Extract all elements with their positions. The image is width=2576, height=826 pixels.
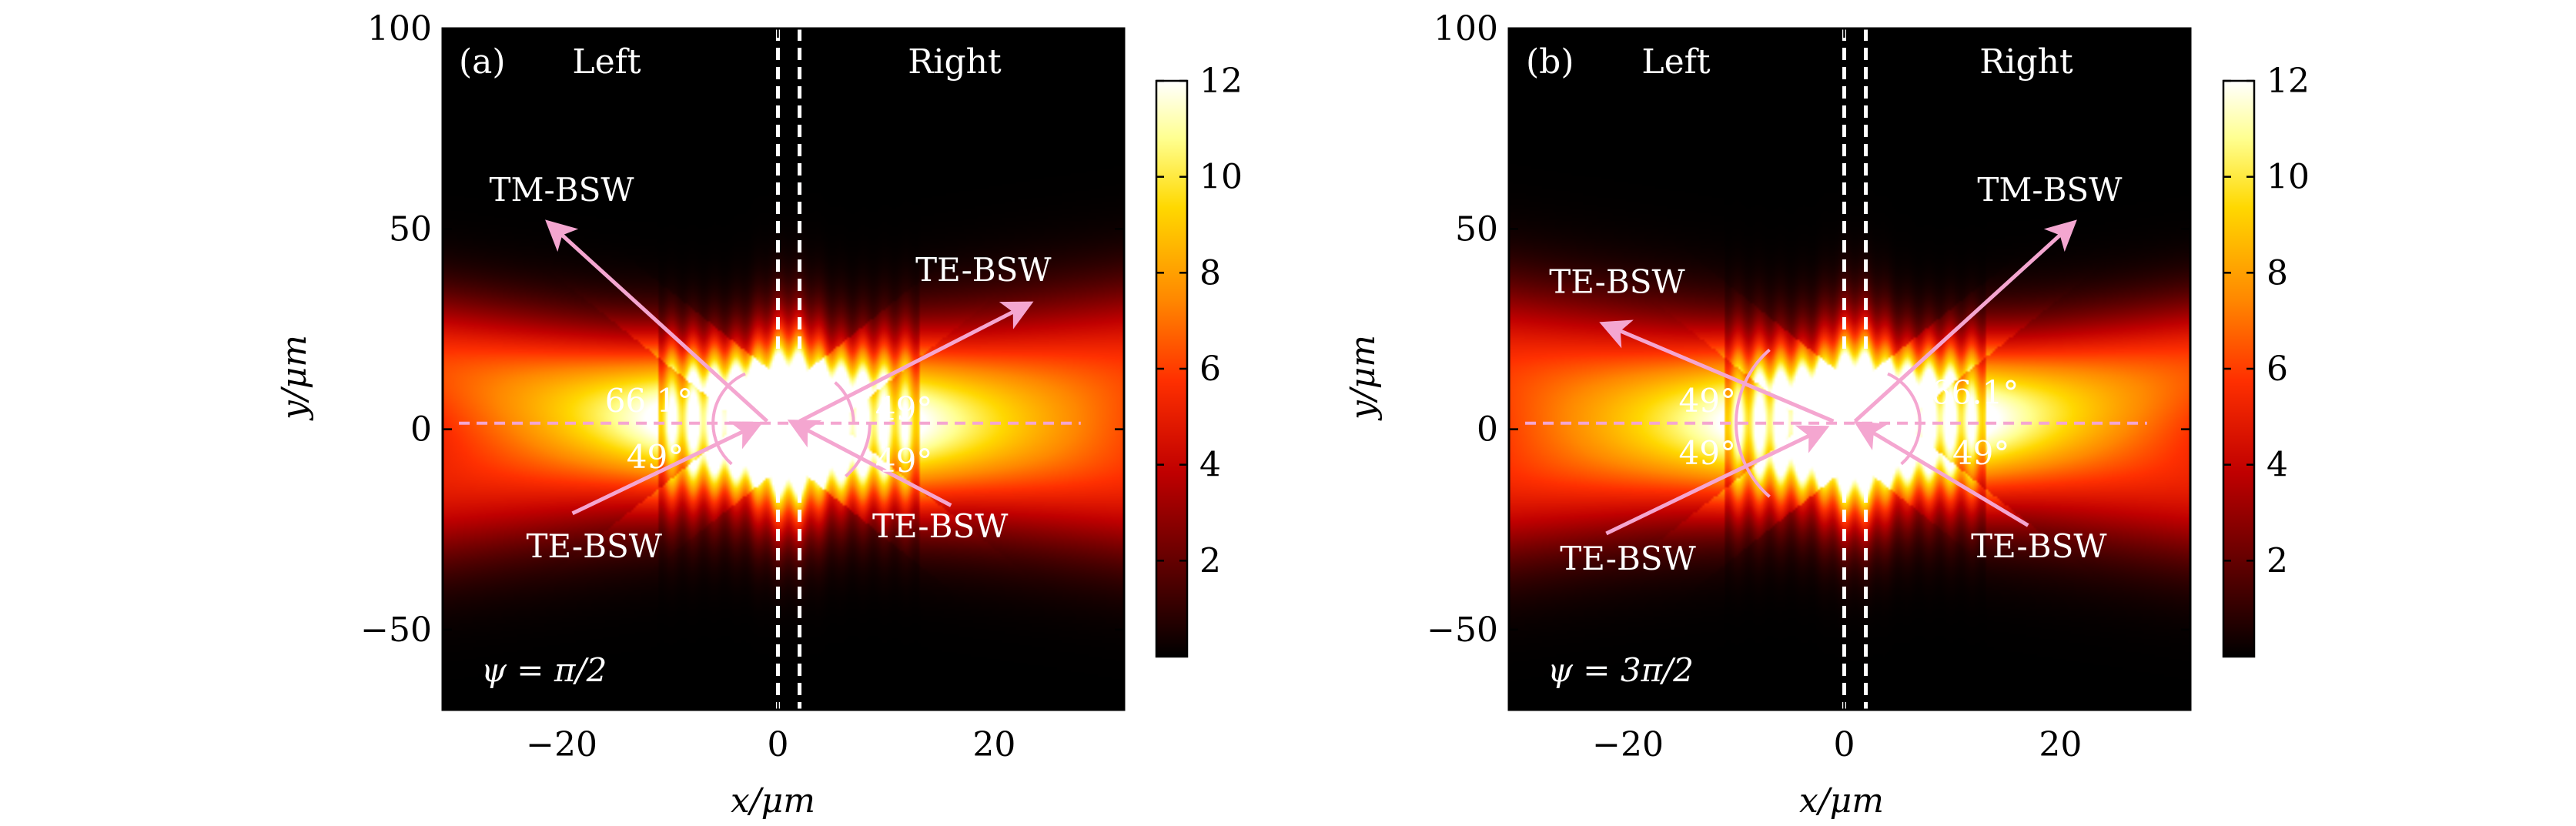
arrow-label-b-3: TE-BSW: [1971, 527, 2107, 565]
region-left-a: Left: [572, 42, 641, 82]
heatmap-b: [1509, 28, 2190, 710]
y-axis-label-a: y/μm: [275, 335, 314, 421]
x-tick-label-a-0: −20: [526, 725, 597, 764]
arrow-label-b-1: TE-BSW: [1549, 263, 1685, 301]
colorbar-tick-label-a-4: 10: [1199, 158, 1243, 197]
panel-a: TM-BSW TE-BSW TE-BSW TE-BSW 66.1° 49° 49° 49° −…: [275, 9, 1243, 821]
angle-arc-b-3: [1900, 423, 1922, 466]
x-tick-label-a-1: 0: [767, 725, 788, 764]
plot-frame-b: [1507, 27, 2192, 711]
x-tick-label-b-0: −20: [1592, 725, 1664, 764]
x-tick-label-b-2: 20: [2039, 725, 2082, 764]
panel-label-b: (b): [1526, 42, 1574, 82]
arrow-b-2: [1605, 425, 1830, 536]
heatmap-a: [443, 28, 1124, 710]
x-axis-label-b: x/μm: [1799, 781, 1884, 821]
y-tick-label-a-2: 50: [389, 209, 432, 249]
panel-label-a: (a): [459, 42, 506, 82]
angle-label-b-3: 49°: [1952, 434, 2009, 472]
angle-label-b-0: 49°: [1679, 382, 1736, 420]
angle-label-a-2: 49°: [875, 390, 932, 428]
arrow-a-3: [787, 420, 952, 507]
angle-label-a-0: 66.1°: [605, 382, 694, 420]
colorbar-tick-label-a-3: 8: [1199, 253, 1221, 293]
colorbar-tick-label-b-4: 10: [2267, 158, 2310, 197]
colorbar-tick-label-b-2: 6: [2267, 349, 2288, 389]
psi-label-a: ψ = π/2: [481, 651, 607, 689]
y-tick-label-b-2: 50: [1455, 209, 1498, 249]
y-tick-label-a-0: −50: [360, 610, 432, 650]
colorbar-tick-label-a-1: 4: [1199, 446, 1221, 485]
colorbar-tick-label-a-2: 6: [1199, 349, 1221, 389]
arrow-label-a-1: TE-BSW: [915, 251, 1052, 289]
colorbar-tick-label-a-5: 12: [1199, 62, 1243, 101]
colorbar-tick-label-b-3: 8: [2267, 253, 2288, 293]
y-tick-label-a-3: 100: [367, 9, 432, 48]
angle-label-a-1: 49°: [627, 438, 684, 476]
colorbar-tick-label-b-0: 2: [2267, 541, 2288, 580]
x-tick-label-b-1: 0: [1833, 725, 1855, 764]
colorbar-ticks-b: 2 4 6 8 10 12: [2223, 62, 2310, 580]
overlay-a: TM-BSW TE-BSW TE-BSW TE-BSW 66.1° 49° 49° 49°: [459, 28, 1081, 710]
angle-label-b-2: 66.1°: [1931, 374, 2019, 412]
psi-label-b: ψ = 3π/2: [1547, 651, 1694, 689]
arrow-label-a-3: TE-BSW: [872, 507, 1009, 545]
y-tick-label-b-3: 100: [1434, 9, 1498, 48]
angle-label-a-3: 49°: [875, 442, 932, 480]
plot-frame-a: [441, 27, 1126, 711]
arrow-b-3: [1853, 421, 2029, 527]
angle-arc-a-3: [845, 423, 871, 478]
angle-arc-b-2: [1887, 372, 1922, 423]
colorbar-tick-label-a-0: 2: [1199, 541, 1221, 580]
y-tick-label-b-0: −50: [1427, 610, 1498, 650]
x-tick-label-a-2: 20: [972, 725, 1015, 764]
arrow-label-a-2: TE-BSW: [526, 527, 662, 565]
colorbar-tick-label-b-1: 4: [2267, 446, 2288, 485]
angle-arc-a-2: [834, 381, 855, 423]
arrow-label-b-0: TM-BSW: [1977, 171, 2123, 209]
ticks-a: −20 0 20 −50 0 50 100: [360, 9, 1124, 764]
arrow-b-1: [1599, 319, 1835, 423]
arrow-label-b-2: TE-BSW: [1560, 540, 1696, 577]
angle-label-b-1: 49°: [1679, 434, 1736, 472]
arrow-label-a-0: TM-BSW: [490, 171, 635, 209]
arrow-a-2: [571, 421, 764, 516]
colorbar-tick-label-b-5: 12: [2267, 62, 2310, 101]
arrow-b-0: [1853, 219, 2077, 423]
angle-arc-a-0: [711, 372, 746, 423]
angle-arc-b-1: [1735, 423, 1771, 498]
colorbar-ticks-a: 2 4 6 8 10 12: [1156, 62, 1243, 580]
y-tick-label-b-1: 0: [1477, 410, 1498, 450]
arrow-a-0: [545, 219, 769, 423]
ticks-b: −20 0 20 −50 0 50 100: [1427, 9, 2190, 764]
region-right-b: Right: [1979, 42, 2073, 82]
region-left-b: Left: [1641, 42, 1711, 82]
overlay-b: TM-BSW TE-BSW TE-BSW TE-BSW 49° 49° 66.1° 49°: [1525, 28, 2147, 710]
y-axis-label-b: y/μm: [1343, 335, 1383, 421]
panel-b: TM-BSW TE-BSW TE-BSW TE-BSW 49° 49° 66.1° 49° −…: [1343, 9, 2310, 821]
region-right-a: Right: [908, 42, 1002, 82]
x-axis-label-a: x/μm: [731, 781, 815, 821]
y-tick-label-a-1: 0: [410, 410, 432, 450]
arrow-a-1: [798, 301, 1034, 423]
